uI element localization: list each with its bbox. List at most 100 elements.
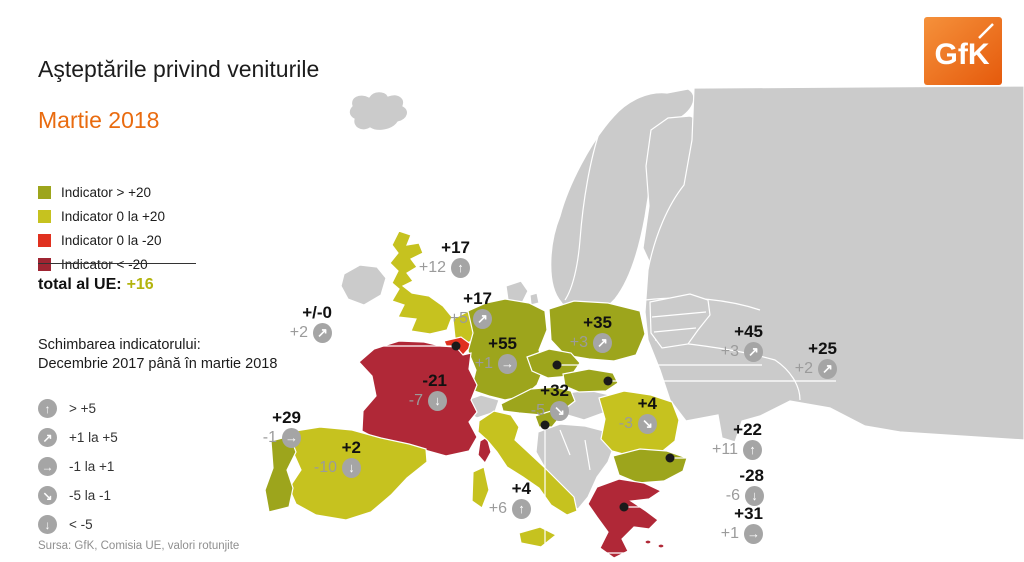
country-greece [587,478,663,559]
indicator-value: +32 [540,381,569,400]
label-poland: +35 +3 ↗ [522,314,612,353]
label-czech-republic: +45 +3 ↗ [673,323,763,362]
arrow-down-icon: ↓ [745,485,764,506]
indicator-value: +17 [463,289,492,308]
change-heading: Schimbarea indicatorului: Decembrie 2017… [38,336,277,374]
label-austria: +32 -5 ↘ [479,382,569,421]
legend-item: Indicator < -20 [38,252,165,276]
change-value: +3 [720,343,739,360]
baltics-border-1 [651,311,707,318]
arrow-right-icon: → [498,353,517,374]
callout-dot-belgium [451,341,461,351]
country-ireland [340,264,387,306]
change-legend-item: ↗ +1 la +5 [38,423,118,452]
indicator-value: +4 [637,394,657,413]
island-sardinia [471,466,490,509]
label-romania: +4 -3 ↘ [567,395,657,434]
legend-item: Indicator 0 la -20 [38,228,165,252]
change-value: +6 [488,500,507,517]
indicator-value: -28 [739,466,764,485]
change-value: -7 [408,392,423,409]
change-range-label: > +5 [69,401,97,416]
region-baltics [649,293,711,349]
source-note: Sursa: GfK, Comisia UE, valori rotunjite [38,540,240,552]
indicator-value: +31 [734,504,763,523]
indicator-value: +17 [441,238,470,257]
arrow-down-right-icon: ↘ [638,413,657,434]
arrow-right-icon: → [744,523,763,544]
callout-dot-bulgaria [665,453,675,463]
arrow-up-icon: ↑ [38,399,57,418]
change-legend-item: → -1 la +1 [38,452,118,481]
label-netherlands: +17 +5 ↗ [402,290,492,329]
label-united-kingdom: +17 +12 ↑ [380,239,470,278]
indicator-value: -21 [422,371,447,390]
country-united-kingdom [389,230,453,335]
eu-total-label: total al UE: [38,276,122,293]
legend-label: Indicator < -20 [61,256,148,272]
change-legend-item: ↓ < -5 [38,510,118,539]
label-france: -21 -7 ↓ [357,372,447,411]
greek-island-2 [657,543,665,549]
change-range-label: +1 la +5 [69,430,118,445]
callout-dot-greece [619,502,629,512]
arrow-up-right-icon: ↗ [593,332,612,353]
label-italy: +4 +6 ↑ [441,480,531,519]
change-value: -1 [262,429,277,446]
balkans-border-1 [559,429,571,456]
legend-swatch-red [38,233,51,247]
change-value: +11 [712,441,738,458]
baltics-border-2 [653,327,697,333]
region-eastern-europe [644,85,1024,443]
gfk-logo-text: GfK [935,38,990,71]
change-heading-line1: Schimbarea indicatorului: [38,337,201,353]
denmark-island [529,292,540,306]
balkans-border-2 [584,439,591,471]
callout-dot-slovakia [603,376,613,386]
country-italy [477,410,578,516]
change-value: +2 [289,324,308,341]
change-value: -6 [725,487,740,504]
change-value: -5 [530,402,545,419]
indicator-value: +25 [808,339,837,358]
arrow-down-icon: ↓ [342,457,361,478]
callout-dot-slovenia [540,420,550,430]
change-heading-line2: Decembrie 2017 până în martie 2018 [38,356,278,372]
change-value: +12 [418,259,446,276]
indicator-value: +4 [511,479,531,498]
greek-island [644,539,652,545]
indicator-value: +35 [583,313,612,332]
legend-item: Indicator 0 la +20 [38,204,165,228]
change-value: +5 [449,310,468,327]
arrow-up-right-icon: ↗ [313,322,332,343]
indicator-value: +/-0 [302,303,332,322]
arrow-up-icon: ↑ [512,498,531,519]
country-slovakia [562,368,619,393]
change-legend: ↑ > +5 ↗ +1 la +5 → -1 la +1 ↘ -5 la -1 … [38,394,118,539]
arrow-up-right-icon: ↗ [473,308,492,329]
callout-slovenia [544,425,762,554]
arrow-right-icon: → [38,457,57,476]
change-value: -3 [618,415,633,432]
change-range-label: -5 la -1 [69,488,112,503]
eu-total: total al UE: +16 [38,276,154,294]
legend-swatch-darkred [38,257,51,271]
indicator-legend: Indicator > +20 Indicator 0 la +20 Indic… [38,180,165,276]
gfk-logo-graphic: GfK [924,17,1002,85]
arrow-up-right-icon: ↗ [818,358,837,379]
country-poland [548,300,646,362]
arrow-up-right-icon: ↗ [744,341,763,362]
change-value: +3 [569,334,588,351]
label-portugal: +29 -1 → [211,409,301,448]
indicator-value: +22 [733,420,762,439]
norway-sweden-border [564,129,601,301]
country-iceland [348,91,409,132]
label-slovakia: +25 +2 ↗ [747,340,837,379]
arrow-down-right-icon: ↘ [38,486,57,505]
label-slovenia: +31 +1 → [673,505,763,544]
arrow-up-icon: ↑ [743,439,762,460]
label-spain: +2 -10 ↓ [271,439,361,478]
arrow-right-icon: → [282,427,301,448]
